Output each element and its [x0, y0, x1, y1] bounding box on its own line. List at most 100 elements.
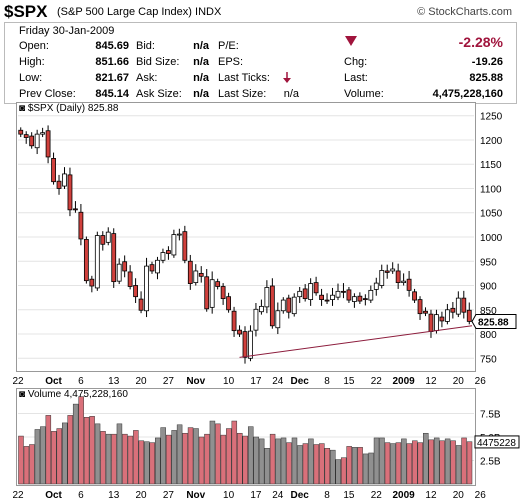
- volume-bar: [231, 420, 238, 485]
- volume-bar: [182, 432, 188, 485]
- price-candle: [302, 288, 308, 300]
- price-candle: [335, 290, 341, 298]
- quote-date: Friday 30-Jan-2009: [19, 25, 115, 37]
- price-tick-label: 1150: [480, 160, 502, 171]
- price-candle: [455, 297, 461, 315]
- symbol-description: (S&P 500 Large Cap Index) INDX: [57, 6, 221, 18]
- volume-bar: [319, 443, 325, 485]
- price-candle: [209, 279, 215, 308]
- price-candle: [297, 290, 303, 298]
- volume-chart-legend-icon: ◙: [19, 389, 26, 400]
- price-candle: [357, 295, 363, 302]
- volume-bar: [461, 437, 467, 485]
- price-candle: [313, 282, 319, 294]
- price-candle: [18, 129, 24, 135]
- volume-bar: [193, 428, 199, 485]
- price-candle: [346, 289, 352, 301]
- prev-close-label: Prev Close:: [19, 88, 76, 100]
- pe-label: P/E:: [218, 40, 239, 52]
- volume-bar: [357, 447, 363, 485]
- price-candle: [395, 270, 401, 284]
- price-candle: [56, 180, 62, 189]
- date-tick-label: 20: [453, 376, 465, 387]
- date-tick-label: 26: [475, 490, 487, 501]
- date-tick-label: Oct: [45, 490, 62, 501]
- price-candle: [94, 235, 100, 289]
- ask-value: n/a: [193, 72, 209, 84]
- price-candle: [428, 313, 434, 333]
- price-candle: [253, 308, 259, 331]
- volume-tick-label: 2.5B: [480, 457, 501, 468]
- last-value: 825.88: [469, 72, 503, 84]
- prev-close-value: 845.14: [95, 88, 129, 100]
- ask-size-label: Ask Size:: [136, 88, 182, 100]
- last-size-value: n/a: [283, 88, 299, 100]
- price-candle: [231, 310, 237, 332]
- bid-size-label: Bid Size:: [136, 56, 180, 68]
- date-tick-label: 24: [272, 376, 284, 387]
- volume-bar: [100, 431, 106, 485]
- volume-bar: [127, 435, 134, 485]
- date-tick-label: 20: [136, 376, 148, 387]
- brand-label[interactable]: © StockCharts.com: [417, 6, 512, 18]
- price-candle: [406, 278, 412, 291]
- price-candle: [308, 283, 314, 300]
- volume-value: 4,475,228,160: [432, 88, 503, 100]
- price-candle: [264, 287, 270, 308]
- price-candle: [144, 265, 149, 312]
- price-chart-legend: ◙ $SPX (Daily) 825.88: [19, 103, 118, 114]
- volume-bar: [406, 443, 413, 485]
- volume-bar: [269, 433, 276, 485]
- volume-bar: [401, 438, 407, 485]
- volume-bar: [428, 439, 434, 485]
- date-tick-label: 20: [453, 490, 465, 501]
- volume-bar: [40, 426, 46, 485]
- volume-bar: [215, 423, 221, 485]
- price-tick-label: 800: [480, 330, 497, 341]
- last-price-tag: [471, 313, 517, 329]
- high-label: High:: [19, 56, 45, 68]
- volume-bar: [362, 453, 369, 485]
- price-candle: [259, 305, 264, 313]
- volume-bar: [466, 441, 473, 485]
- price-chart: 750 800 850 900 950 1000 1050 1100 1150 1200 1250 8…: [18, 112, 517, 365]
- date-tick-label: 15: [343, 490, 355, 501]
- volume-bar: [330, 449, 336, 485]
- price-candle: [461, 297, 467, 313]
- date-tick-label: 27: [163, 376, 175, 387]
- price-candle: [237, 329, 242, 335]
- price-tick-label: 1100: [480, 184, 502, 195]
- ask-label: Ask:: [136, 72, 158, 84]
- volume-bar: [280, 437, 287, 485]
- volume-bar: [340, 457, 347, 485]
- price-candle: [34, 133, 40, 149]
- date-tick-label: 12: [425, 376, 437, 387]
- volume-bar: [138, 440, 145, 485]
- date-tick-label: Nov: [186, 376, 205, 387]
- symbol-title: $SPX: [4, 2, 48, 21]
- chg-label: Chg:: [344, 56, 368, 68]
- volume-bar: [209, 420, 216, 485]
- price-candle: [176, 233, 182, 236]
- volume-bar: [18, 435, 24, 485]
- volume-bar: [264, 448, 270, 485]
- volume-bar: [253, 436, 259, 485]
- volume-bar: [94, 423, 101, 485]
- low-label: Low:: [19, 72, 43, 84]
- price-candle: [450, 307, 456, 313]
- price-candle: [204, 276, 210, 310]
- volume-bar: [89, 416, 95, 485]
- volume-bar: [160, 427, 166, 485]
- date-tick-label: 8: [324, 490, 330, 501]
- volume-bar: [187, 427, 194, 485]
- price-candle: [319, 294, 324, 300]
- trendline: [239, 325, 473, 358]
- volume-bar: [133, 430, 139, 485]
- price-candle: [127, 271, 133, 287]
- volume-bar: [165, 434, 172, 485]
- date-tick-label: 22: [371, 376, 383, 387]
- volume-bar: [67, 415, 73, 485]
- volume-bar: [423, 432, 429, 485]
- volume-bar: [297, 445, 303, 485]
- date-tick-label: Dec: [291, 490, 310, 501]
